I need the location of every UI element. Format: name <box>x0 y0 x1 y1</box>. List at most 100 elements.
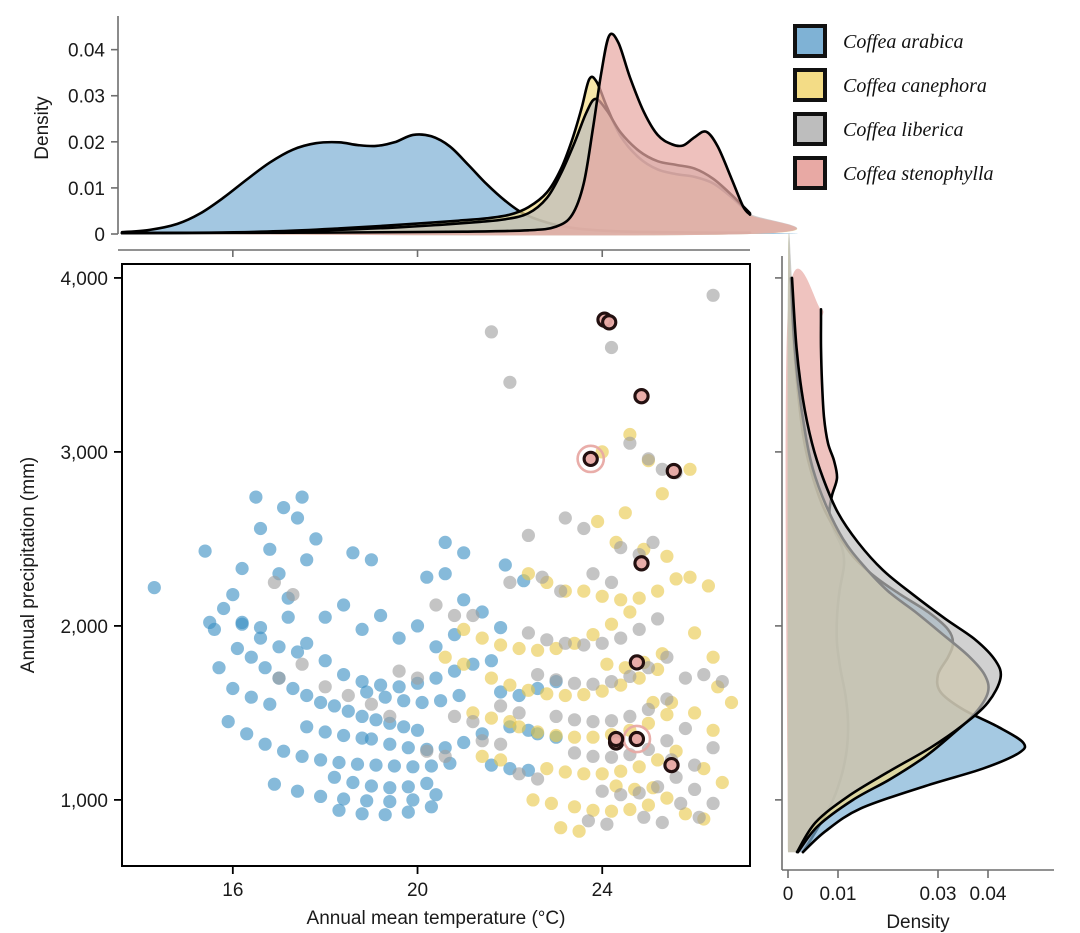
scatter-point-coffea-arabica <box>332 803 346 817</box>
scatter-point-coffea-arabica <box>364 779 378 793</box>
scatter-point-coffea-liberica <box>623 709 637 724</box>
scatter-point-coffea-arabica <box>212 661 226 675</box>
scatter-point-coffea-arabica <box>383 737 397 751</box>
scatter-point-coffea-arabica <box>217 601 231 616</box>
scatter-point-coffea-arabica <box>438 567 452 581</box>
scatter-point-coffea-arabica <box>355 807 369 821</box>
scatter-point-coffea-liberica <box>678 721 693 736</box>
scatter-point-coffea-liberica <box>604 340 619 355</box>
scatter-point-coffea-arabica <box>401 805 415 819</box>
scatter-point-coffea-arabica <box>355 731 369 745</box>
scatter-point-coffea-arabica <box>397 720 411 734</box>
scatter-point-coffea-liberica <box>660 734 674 748</box>
scatter-point-coffea-liberica <box>655 815 669 830</box>
scatter-point-coffea-canephora <box>706 723 720 737</box>
top-density-ytick-label: 0 <box>94 225 105 246</box>
scatter-point-coffea-canephora <box>526 793 540 807</box>
scatter-point-coffea-arabica <box>226 588 240 602</box>
scatter-point-coffea-arabica <box>327 770 341 784</box>
scatter-point-coffea-canephora <box>595 767 609 781</box>
scatter-point-coffea-arabica <box>484 654 498 668</box>
scatter-point-coffea-canephora <box>688 626 702 640</box>
scatter-point-coffea-arabica <box>350 757 365 771</box>
scatter-point-coffea-arabica <box>429 671 443 685</box>
scatter-point-coffea-liberica <box>494 699 508 713</box>
scatter-point-coffea-stenophylla <box>665 462 682 480</box>
scatter-point-coffea-canephora <box>641 798 656 812</box>
scatter-point-coffea-arabica <box>314 695 328 710</box>
scatter-point-coffea-canephora <box>438 650 452 664</box>
legend-label-coffea-liberica: Coffea liberica <box>843 119 964 141</box>
scatter-point-coffea-arabica <box>355 709 369 724</box>
top-density-ytick-label: 0.01 <box>68 179 105 200</box>
scatter-point-coffea-canephora <box>618 506 632 520</box>
scatter-point-coffea-arabica <box>300 553 314 567</box>
scatter-point-coffea-canephora <box>724 695 739 710</box>
scatter-point-coffea-liberica <box>558 636 572 650</box>
legend-item-coffea-stenophylla[interactable]: Coffea stenophylla <box>793 156 994 190</box>
scatter-point-coffea-canephora <box>577 688 591 702</box>
scatter-point-coffea-liberica <box>410 671 425 685</box>
main-xtick-label: 16 <box>222 880 243 901</box>
scatter-point-coffea-arabica <box>498 558 512 572</box>
legend-item-coffea-liberica[interactable]: Coffea liberica <box>793 112 964 146</box>
scatter-point-coffea-arabica <box>244 650 258 664</box>
scatter-point-coffea-liberica <box>503 375 517 389</box>
scatter-point-coffea-liberica <box>558 511 572 525</box>
scatter-point-coffea-canephora <box>577 584 591 598</box>
scatter-point-coffea-liberica <box>641 661 656 675</box>
scatter-point-coffea-stenophylla <box>582 450 599 468</box>
top-density-area-coffea-stenophylla <box>122 33 797 236</box>
scatter-point-coffea-liberica <box>521 626 536 640</box>
scatter-point-coffea-liberica <box>512 706 526 720</box>
scatter-point-coffea-canephora <box>577 767 591 781</box>
scatter-point-coffea-liberica <box>466 608 480 623</box>
scatter-point-coffea-canephora <box>503 678 517 692</box>
main-scatter-panel: 1,000 2,000 3,000 4,000 16 20 24 Annual mean te… <box>18 263 751 929</box>
scatter-point-coffea-arabica <box>378 690 392 704</box>
scatter-point-coffea-liberica <box>623 436 637 450</box>
scatter-point-coffea-arabica <box>147 581 161 595</box>
scatter-point-coffea-canephora <box>457 657 471 671</box>
scatter-point-coffea-stenophylla <box>607 730 625 748</box>
scatter-point-coffea-arabica <box>438 535 452 550</box>
scatter-point-coffea-arabica <box>410 723 425 737</box>
legend-item-coffea-canephora[interactable]: Coffea canephora <box>793 68 987 102</box>
scatter-point-coffea-arabica <box>346 775 360 790</box>
scatter-point-coffea-liberica <box>641 702 656 717</box>
scatter-point-coffea-canephora <box>651 584 665 598</box>
x-axis-title: Annual mean temperature (°C) <box>307 908 566 929</box>
scatter-point-coffea-arabica <box>203 615 217 630</box>
scatter-point-coffea-canephora <box>521 567 536 581</box>
scatter-point-coffea-liberica <box>632 622 646 637</box>
scatter-point-coffea-arabica <box>378 808 392 822</box>
scatter-point-coffea-liberica <box>567 746 582 760</box>
scatter-point-coffea-canephora <box>595 589 609 603</box>
scatter-point-coffea-arabica <box>258 737 272 751</box>
scatter-point-coffea-arabica <box>253 631 268 645</box>
legend-item-coffea-arabica[interactable]: Coffea arabica <box>793 24 964 58</box>
scatter-point-coffea-arabica <box>314 789 328 804</box>
scatter-point-coffea-liberica <box>521 528 536 543</box>
right-density-area-coffea-liberica <box>787 232 1001 853</box>
scatter-point-coffea-arabica <box>457 593 471 607</box>
scatter-point-coffea-canephora <box>669 572 683 586</box>
scatter-point-coffea-liberica <box>267 575 281 590</box>
scatter-point-coffea-arabica <box>253 521 268 536</box>
scatter-point-coffea-canephora <box>614 593 628 607</box>
scatter-point-coffea-arabica <box>290 784 305 798</box>
scatter-point-coffea-liberica <box>674 796 688 811</box>
scatter-point-coffea-stenophylla <box>633 555 650 572</box>
scatter-point-coffea-liberica <box>577 638 591 652</box>
scatter-point-coffea-arabica <box>337 598 351 612</box>
scatter-point-coffea-liberica <box>341 688 355 703</box>
scatter-point-coffea-liberica <box>554 584 568 598</box>
scatter-point-coffea-liberica <box>688 758 702 772</box>
scatter-point-coffea-canephora <box>531 643 545 657</box>
scatter-point-coffea-arabica <box>410 619 425 633</box>
scatter-point-coffea-canephora <box>591 514 605 529</box>
scatter-point-coffea-liberica <box>646 535 660 550</box>
scatter-point-coffea-liberica <box>641 452 656 466</box>
scatter-point-coffea-canephora <box>655 487 669 501</box>
